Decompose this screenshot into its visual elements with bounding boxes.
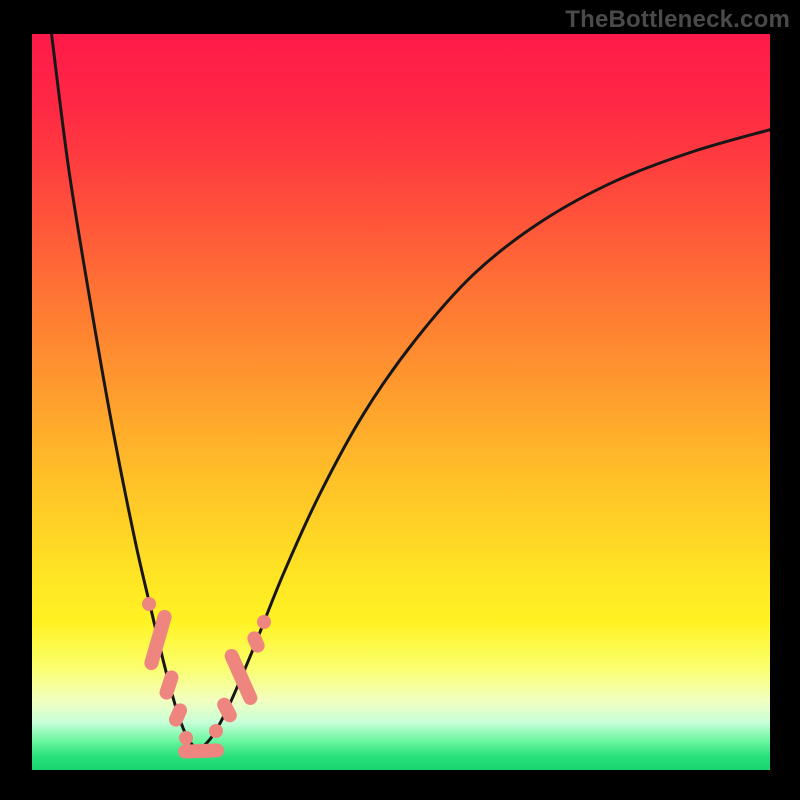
marker-dot (257, 615, 271, 629)
marker-dot (142, 597, 156, 611)
marker-pill (245, 629, 267, 655)
marker-pill (167, 701, 190, 729)
marker-pill (158, 668, 181, 701)
marker-layer (32, 34, 770, 770)
plot-area (32, 34, 770, 770)
marker-pill (215, 696, 240, 726)
watermark-text: TheBottleneck.com (565, 6, 790, 34)
marker-dot (179, 731, 193, 745)
canvas-root: TheBottleneck.com (0, 0, 800, 800)
marker-pill (143, 608, 174, 671)
marker-pill (178, 743, 224, 759)
marker-dot (209, 724, 223, 738)
